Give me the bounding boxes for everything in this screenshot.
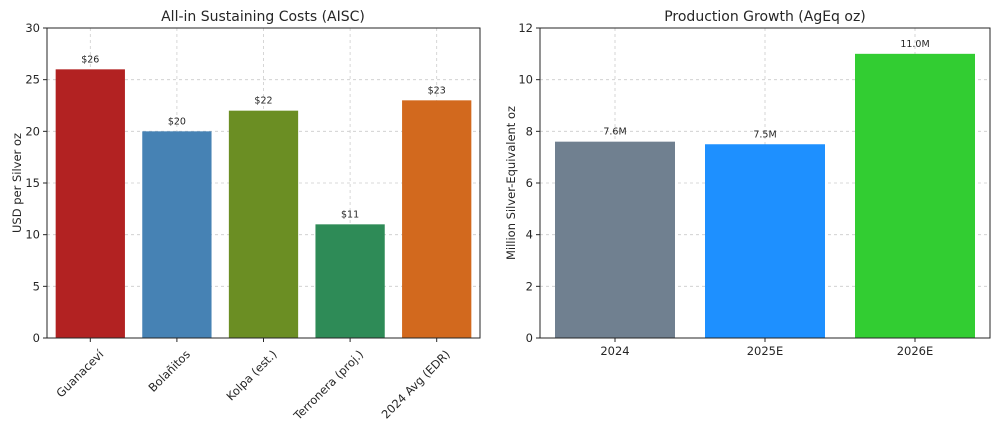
aisc-x-tick-label-4: 2024 Avg (EDR) xyxy=(379,347,453,421)
production-y-tick-label-6: 12 xyxy=(518,21,533,35)
aisc-bar-2 xyxy=(228,110,299,339)
aisc-y-tick-label-2: 10 xyxy=(25,228,40,242)
aisc-x-tick-label-0: Guanaceví xyxy=(53,347,107,401)
aisc-bar-label-2: $22 xyxy=(254,96,272,107)
production-bar-label-2: 11.0M xyxy=(900,39,929,50)
aisc-bar-label-0: $26 xyxy=(81,54,99,65)
aisc-bar-label-3: $11 xyxy=(341,209,359,220)
aisc-bar-label-1: $20 xyxy=(168,116,186,127)
production-bar-1 xyxy=(705,144,825,338)
production-chart: Production Growth (AgEq oz) Million Silv… xyxy=(504,9,991,358)
aisc-bar-3 xyxy=(315,224,385,338)
production-y-tick-label-4: 8 xyxy=(526,124,533,138)
production-y-axis-label: Million Silver-Equivalent oz xyxy=(504,106,518,260)
aisc-x-tick-label-3: Terronera (proj.) xyxy=(290,347,366,423)
production-y-tick-label-5: 10 xyxy=(518,73,533,87)
aisc-chart-title: All-in Sustaining Costs (AISC) xyxy=(161,9,365,25)
aisc-x-tick-label-2: Kolpa (est.) xyxy=(223,347,279,403)
aisc-bar-label-4: $23 xyxy=(428,85,446,96)
aisc-y-axis-label: USD per Silver oz xyxy=(10,133,24,233)
production-bar-label-1: 7.5M xyxy=(753,129,776,140)
aisc-bar-0 xyxy=(55,69,125,338)
production-bar-2 xyxy=(855,53,975,338)
production-x-tick-label-2: 2026E xyxy=(897,344,934,358)
production-x-tick-label-0: 2024 xyxy=(600,344,629,358)
aisc-y-tick-label-5: 25 xyxy=(25,73,40,87)
production-y-tick-label-3: 6 xyxy=(526,176,533,190)
production-bar-0 xyxy=(555,141,675,338)
aisc-y-tick-label-1: 5 xyxy=(33,279,40,293)
production-y-tick-label-1: 2 xyxy=(526,279,533,293)
production-y-tick-label-0: 0 xyxy=(526,331,533,345)
aisc-bar-1 xyxy=(142,131,212,338)
production-bar-label-0: 7.6M xyxy=(603,127,626,138)
aisc-bar-4 xyxy=(402,100,472,338)
production-y-tick-label-2: 4 xyxy=(526,228,533,242)
production-x-tick-label-1: 2025E xyxy=(747,344,784,358)
aisc-y-tick-label-0: 0 xyxy=(33,331,40,345)
aisc-y-tick-label-3: 15 xyxy=(25,176,40,190)
production-chart-title: Production Growth (AgEq oz) xyxy=(664,9,866,25)
aisc-chart: All-in Sustaining Costs (AISC) USD per S… xyxy=(10,9,481,423)
aisc-y-tick-label-6: 30 xyxy=(25,21,40,35)
aisc-y-tick-label-4: 20 xyxy=(25,124,40,138)
aisc-x-tick-label-1: Bolañitos xyxy=(146,347,194,395)
